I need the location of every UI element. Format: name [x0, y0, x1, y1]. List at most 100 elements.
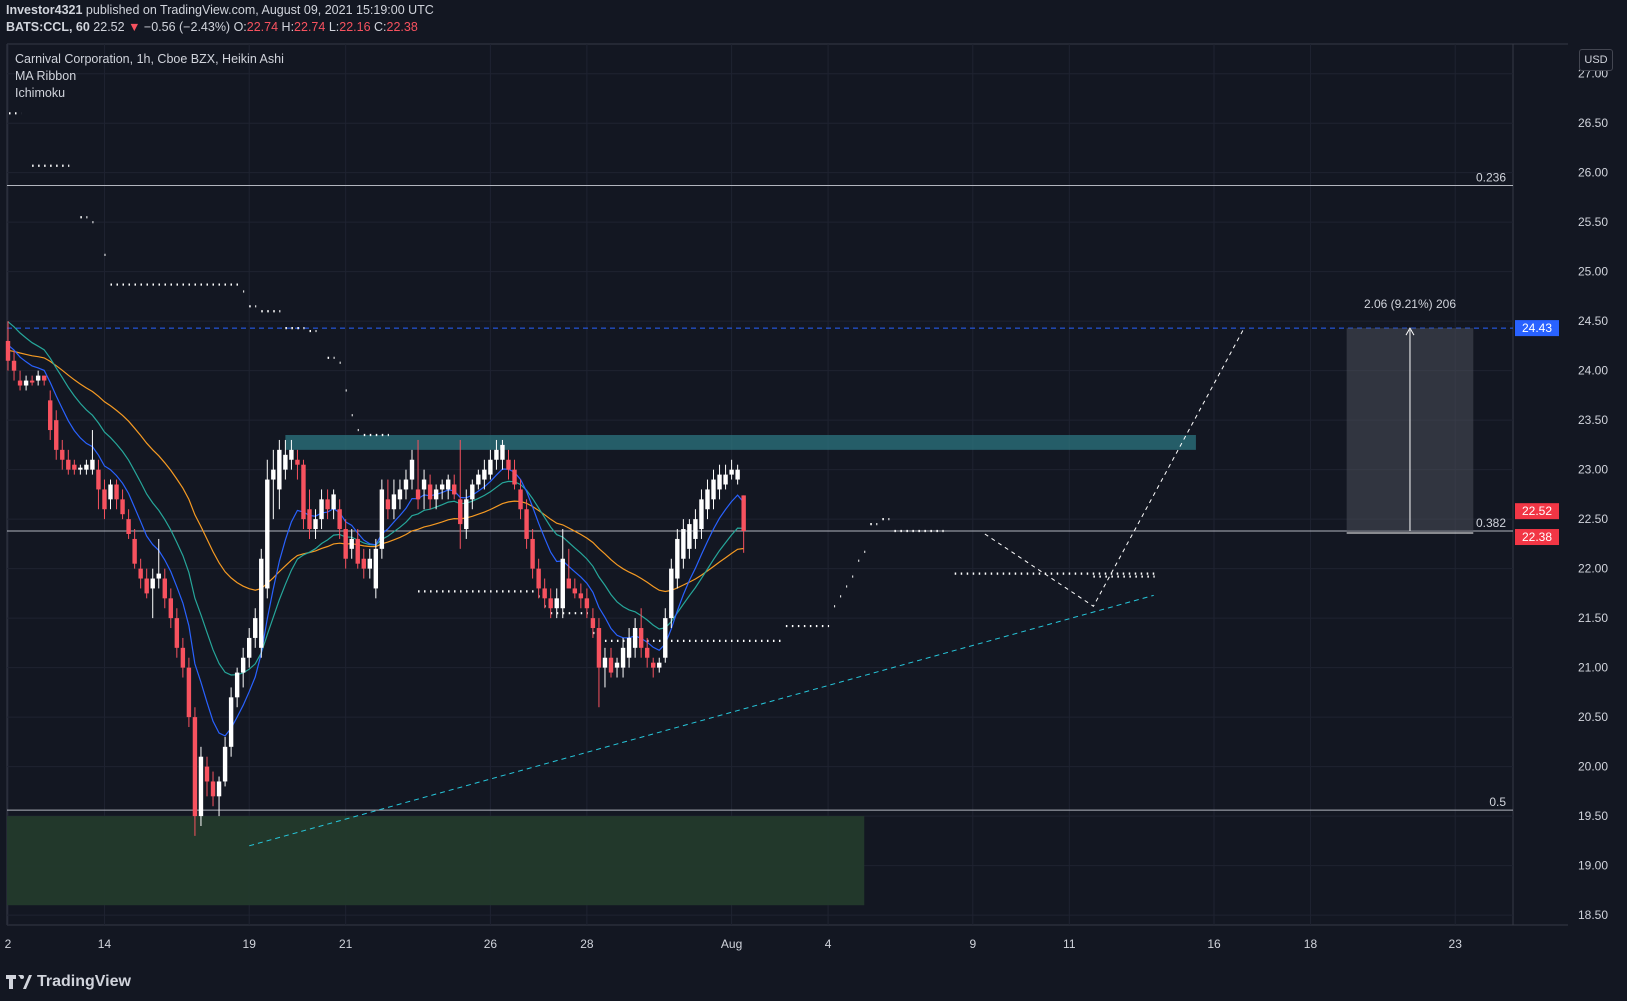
candle-body: [687, 524, 692, 549]
candle-body: [512, 469, 517, 485]
down-arrow-icon: ▼: [128, 20, 141, 34]
measure-arrow-head: [1405, 327, 1415, 336]
candle-body: [626, 637, 632, 658]
y-tick-label: 21.00: [1578, 661, 1608, 675]
candle-body: [433, 489, 439, 500]
candle-body: [192, 717, 198, 817]
candle-body: [391, 494, 397, 510]
y-tick-label: 19.50: [1578, 809, 1608, 823]
tradingview-logo[interactable]: TradingView: [6, 973, 131, 991]
candle-body: [126, 519, 131, 534]
close-label: C:: [374, 20, 387, 34]
candle-body: [439, 484, 445, 490]
candle-body: [735, 469, 740, 480]
x-tick-label: 14: [98, 937, 112, 951]
candle-body: [144, 578, 149, 594]
candle-body: [259, 558, 264, 648]
candle-body: [470, 484, 475, 500]
x-tick-label: 16: [1207, 937, 1221, 951]
candle-body: [415, 489, 421, 500]
candle-body: [186, 667, 192, 718]
candle-body: [699, 499, 704, 530]
x-tick-label: 23: [1449, 937, 1463, 951]
candle-body: [464, 499, 469, 530]
candle-body: [548, 598, 553, 609]
candle-body: [488, 459, 493, 475]
candle-body: [729, 469, 734, 475]
candle-body: [355, 538, 360, 564]
y-tick-label: 19.00: [1578, 859, 1608, 873]
candle-body: [530, 538, 535, 569]
price-tag-target: [1515, 320, 1559, 337]
candle-body: [379, 489, 385, 549]
candle-body: [572, 588, 578, 594]
y-tick-label: 25.00: [1578, 265, 1608, 279]
candle-body: [596, 628, 602, 668]
x-tick-label: 21: [339, 937, 353, 951]
candle-body: [234, 672, 240, 698]
x-tick-label: 18: [1304, 937, 1318, 951]
candle-body: [162, 578, 167, 599]
y-tick-label: 20.50: [1578, 710, 1608, 724]
candle-body: [482, 469, 487, 480]
candle-body: [500, 444, 505, 460]
candle-body: [84, 464, 89, 470]
candle-body: [590, 618, 596, 629]
candle-body: [331, 494, 336, 510]
candle-body: [78, 467, 83, 470]
y-tick-label: 21.50: [1578, 611, 1608, 625]
tradingview-logo-icon: [6, 975, 32, 989]
chart-title[interactable]: Carnival Corporation, 1h, Cboe BZX, Heik…: [15, 52, 284, 66]
support-zone: [7, 816, 865, 906]
candle-body: [17, 380, 23, 386]
candle-body: [283, 454, 288, 470]
candle-body: [409, 459, 415, 480]
candle-body: [632, 628, 638, 648]
candle-body: [373, 548, 379, 589]
candle-body: [620, 647, 626, 668]
candle-body: [741, 495, 746, 532]
candle-body: [313, 519, 318, 530]
price-tag-label: 22.38: [1522, 530, 1552, 544]
candle-body: [150, 578, 155, 589]
candle-body: [325, 499, 330, 510]
candle-body: [657, 662, 662, 668]
fib-label: 0.382: [1476, 516, 1506, 530]
author-name[interactable]: Investor4321: [6, 3, 83, 17]
low-label: L:: [328, 20, 340, 34]
candle-body: [156, 573, 161, 579]
candle-body: [578, 593, 584, 599]
candle-body: [90, 459, 95, 470]
y-tick-label: 18.50: [1578, 908, 1608, 922]
x-tick-label: 4: [825, 937, 832, 951]
candle-body: [602, 657, 608, 668]
x-tick-label: 19: [243, 937, 257, 951]
candle-body: [96, 469, 101, 490]
ohlc-line: BATS:CCL, 60 22.52 ▼ −0.56 (−2.43%) O:22…: [6, 20, 418, 34]
indicator-ma-ribbon[interactable]: MA Ribbon: [15, 69, 77, 83]
candle-body: [421, 479, 427, 490]
candle-body: [614, 662, 620, 668]
candle-body: [476, 474, 481, 485]
candle-body: [66, 459, 71, 470]
candle-body: [669, 568, 674, 619]
candle-body: [180, 647, 186, 668]
candle-body: [228, 697, 234, 747]
candle-body: [524, 509, 529, 539]
candle-body: [5, 340, 11, 361]
trendline: [249, 594, 1154, 847]
candle-body: [445, 479, 451, 490]
currency-button[interactable]: USD: [1579, 49, 1613, 71]
candle-body: [560, 558, 565, 609]
candle-body: [132, 538, 137, 564]
last-price: 22.52: [93, 20, 125, 34]
candle-body: [536, 568, 541, 589]
low-value: 22.16: [339, 20, 371, 34]
indicator-ichimoku[interactable]: Ichimoku: [15, 86, 66, 100]
candle-body: [198, 756, 204, 817]
candle-body: [349, 538, 354, 549]
candle-body: [427, 484, 433, 500]
candle-body: [638, 628, 644, 648]
x-tick-label: 11: [1063, 937, 1076, 951]
